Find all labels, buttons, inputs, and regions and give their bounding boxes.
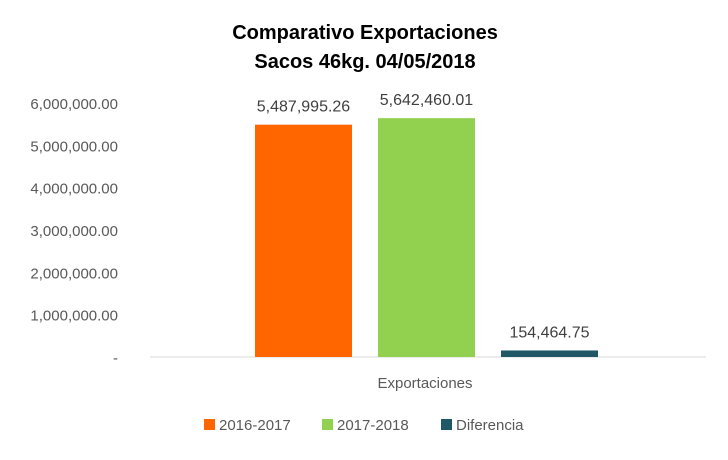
bar-2017-2018 bbox=[378, 118, 475, 357]
legend-label: 2016-2017 bbox=[219, 417, 291, 434]
y-tick-label: 1,000,000.00 bbox=[30, 308, 118, 325]
legend: 2016-2017 2017-2018 Diferencia bbox=[204, 417, 524, 434]
bar-diferencia bbox=[501, 350, 598, 357]
y-tick-label: 3,000,000.00 bbox=[30, 223, 118, 240]
bar-2016-2017 bbox=[255, 124, 352, 357]
bars bbox=[255, 118, 598, 357]
legend-swatch bbox=[322, 419, 333, 430]
legend-swatch bbox=[204, 419, 215, 430]
chart-title: Comparativo Exportaciones bbox=[232, 22, 498, 44]
y-tick-label: 4,000,000.00 bbox=[30, 181, 118, 198]
legend-swatch bbox=[441, 419, 452, 430]
y-tick-label: 2,000,000.00 bbox=[30, 265, 118, 282]
bar-value-label: 5,487,995.26 bbox=[257, 99, 351, 116]
data-labels: 5,487,995.26 5,642,460.01 154,464.75 bbox=[257, 92, 590, 341]
y-axis-tick-labels: - 1,000,000.00 2,000,000.00 3,000,000.00 4,0… bbox=[30, 96, 118, 367]
legend-label: Diferencia bbox=[456, 417, 524, 434]
bar-value-label: 154,464.75 bbox=[509, 324, 589, 341]
y-tick-label: - bbox=[113, 350, 118, 367]
y-tick-label: 5,000,000.00 bbox=[30, 138, 118, 155]
x-axis-category-label: Exportaciones bbox=[377, 375, 472, 392]
bar-value-label: 5,642,460.01 bbox=[380, 92, 474, 109]
y-tick-label: 6,000,000.00 bbox=[30, 96, 118, 113]
chart-subtitle: Sacos 46kg. 04/05/2018 bbox=[254, 51, 475, 73]
legend-label: 2017-2018 bbox=[337, 417, 409, 434]
